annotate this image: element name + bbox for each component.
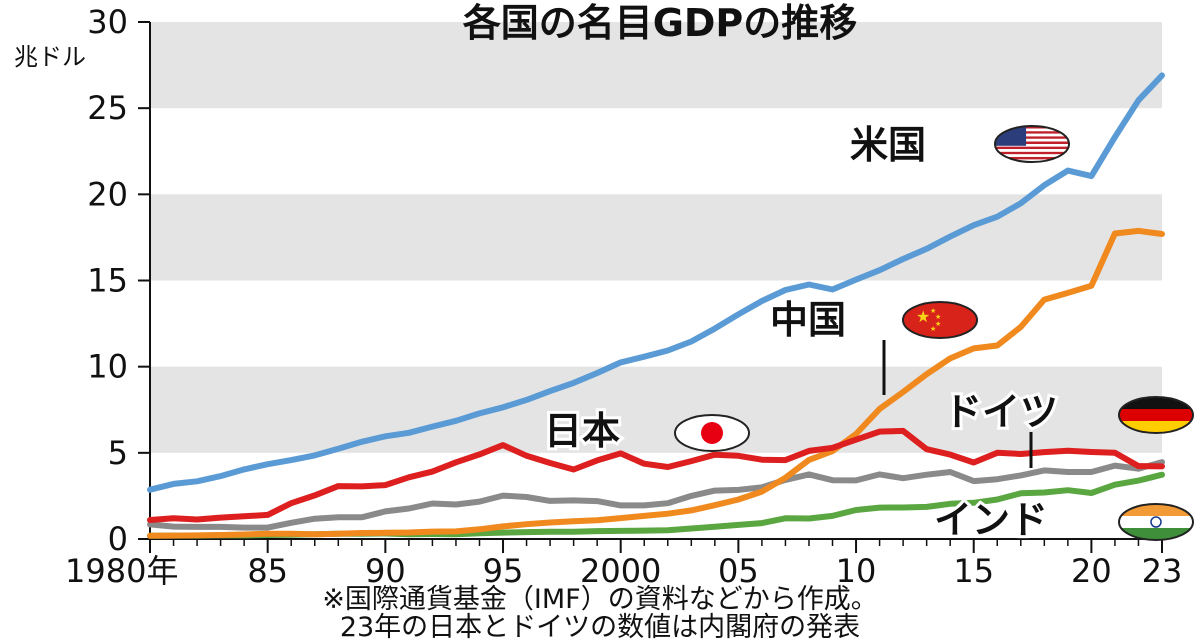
y-tick-label: 15 bbox=[87, 262, 128, 300]
us-flag bbox=[994, 125, 1070, 163]
y-tick-label: 10 bbox=[87, 348, 128, 386]
svg-text:★: ★ bbox=[930, 307, 936, 315]
grid-bands bbox=[150, 22, 1162, 453]
china-flag: ★ ★★★★ bbox=[902, 301, 978, 339]
x-tick-label: 20 bbox=[1071, 552, 1112, 590]
svg-text:★: ★ bbox=[930, 325, 936, 333]
chart-title: 各国の名目GDPの推移 bbox=[463, 1, 858, 45]
series-line-germany bbox=[147, 459, 1165, 531]
germany-flag bbox=[1118, 396, 1194, 434]
y-axis-label: 兆ドル bbox=[14, 43, 86, 71]
y-tick-label: 0 bbox=[108, 520, 128, 558]
series-line-china bbox=[147, 227, 1165, 539]
x-tick-label: 10 bbox=[836, 552, 877, 590]
x-tick-label: 2000 bbox=[580, 552, 661, 590]
svg-text:★: ★ bbox=[916, 307, 930, 326]
x-tick-label: 05 bbox=[718, 552, 759, 590]
y-tick-label: 5 bbox=[108, 434, 128, 472]
x-tick-label: 23 bbox=[1142, 552, 1183, 590]
series-line-us bbox=[147, 72, 1165, 493]
x-tick-label: 90 bbox=[365, 552, 406, 590]
x-tick-label: 85 bbox=[247, 552, 288, 590]
series-label: インド bbox=[934, 498, 1048, 542]
x-tick-label: 15 bbox=[953, 552, 994, 590]
svg-text:★: ★ bbox=[935, 313, 941, 321]
footnote-line-2: 23年の日本とドイツの数値は内閣府の発表 bbox=[339, 612, 861, 643]
svg-text:★: ★ bbox=[935, 320, 941, 328]
x-tick-label: 1980年 bbox=[65, 552, 178, 590]
series-label: 日本 bbox=[544, 409, 620, 453]
grid-band bbox=[150, 22, 1162, 109]
series-label: 中国 bbox=[770, 298, 846, 342]
y-tick-label: 20 bbox=[87, 175, 128, 213]
grid-band bbox=[150, 366, 1162, 453]
y-axis: 0 5 10 15 20 25 30 bbox=[87, 3, 151, 558]
india-flag bbox=[1118, 503, 1194, 541]
japan-flag bbox=[674, 414, 750, 452]
grid-band bbox=[150, 194, 1162, 281]
x-axis: 1980年 85 90 95 2000 05 10 15 20 23 bbox=[65, 538, 1183, 590]
y-tick-label: 25 bbox=[87, 89, 128, 127]
series-lines bbox=[147, 72, 1165, 539]
series-line-japan bbox=[147, 427, 1165, 523]
footnote-line-1: ※国際通貨基金（IMF）の資料などから作成。 bbox=[322, 584, 878, 615]
y-tick-label: 30 bbox=[87, 3, 128, 41]
series-label: 米国 bbox=[850, 123, 926, 167]
x-tick-label: 95 bbox=[483, 552, 524, 590]
series-label: ドイツ bbox=[944, 390, 1058, 434]
